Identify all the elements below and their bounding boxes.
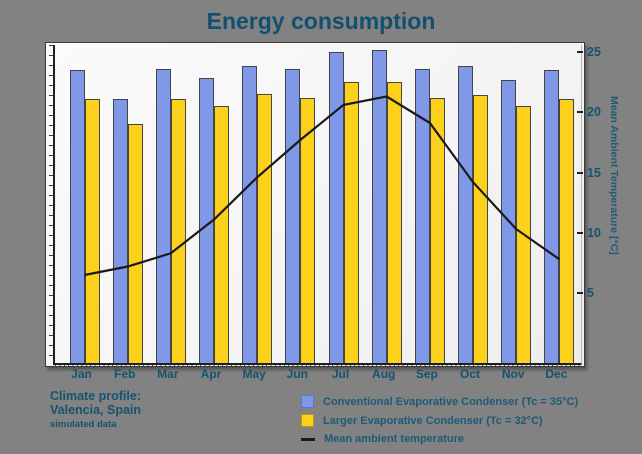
footnote-line2: Valencia, Spain: [50, 403, 142, 418]
yellow-square-swatch-icon: [301, 414, 314, 427]
right-axis-tick-mark: [577, 171, 583, 174]
footnote-line1: Climate profile:: [50, 389, 141, 403]
right-axis-tick-label: 5: [587, 286, 594, 301]
month-label: Jan: [71, 367, 92, 381]
bar: [458, 66, 474, 363]
month-label: Sep: [415, 367, 438, 381]
bar: [257, 94, 273, 363]
black-line-swatch-icon: [301, 437, 315, 441]
right-axis-tick-label: 10: [587, 225, 601, 240]
month-label: Mar: [157, 367, 179, 381]
month-label: Apr: [200, 367, 222, 381]
bottom-axis-minor-ticks: [55, 364, 581, 366]
footnote-line3: simulated data: [50, 418, 117, 430]
legend-item-larger: Larger Evaporative Condenser (Tc = 32°C): [301, 414, 578, 427]
bar: [386, 82, 402, 363]
bar: [242, 66, 258, 363]
bar: [155, 68, 171, 363]
plot-area: [53, 45, 582, 365]
right-axis-tick-mark: [577, 51, 583, 54]
bar: [328, 51, 344, 363]
right-axis-tick-mark: [577, 292, 583, 295]
legend-label: Larger Evaporative Condenser (Tc = 32°C): [323, 414, 543, 427]
month-label: Jul: [331, 367, 350, 381]
month-label: Jun: [286, 367, 309, 381]
month-label: May: [242, 367, 266, 381]
right-axis-tick-label: 15: [587, 165, 601, 180]
month-label: Nov: [501, 367, 525, 381]
legend-item-temperature: Mean ambient temperature: [301, 433, 578, 445]
blue-square-swatch-icon: [301, 395, 314, 408]
bar: [170, 98, 186, 363]
bar: [112, 98, 128, 363]
legend-label: Conventional Evaporative Condenser (Tc =…: [323, 395, 579, 408]
right-axis-tick-label: 25: [587, 45, 601, 60]
bar: [343, 82, 359, 363]
right-axis-tick-mark: [577, 231, 583, 234]
right-axis-tick-mark: [577, 111, 583, 114]
month-label: Aug: [372, 367, 396, 381]
bar: [84, 98, 100, 363]
legend: Conventional Evaporative Condenser (Tc =…: [301, 395, 578, 445]
bar: [300, 97, 316, 363]
climate-footnote: Climate profile: Valencia, Spain simulat…: [50, 389, 141, 431]
month-label: Dec: [545, 367, 568, 381]
bar: [544, 70, 560, 363]
bar: [429, 97, 445, 363]
left-axis-minor-ticks: [49, 45, 53, 363]
month-label: Oct: [460, 367, 481, 381]
month-label: Feb: [113, 367, 136, 381]
bar: [414, 68, 430, 363]
temperature-line: [84, 95, 561, 277]
legend-item-conventional: Conventional Evaporative Condenser (Tc =…: [301, 395, 578, 408]
bar: [214, 106, 229, 363]
bar: [559, 98, 575, 363]
legend-label: Mean ambient temperature: [324, 433, 464, 445]
bar: [69, 70, 85, 363]
right-axis-tick-label: 20: [587, 105, 601, 120]
right-axis-title: Mean Ambient Temperature [°C]: [608, 96, 620, 255]
chart-title: Energy consumption: [206, 8, 436, 34]
bar: [473, 95, 489, 363]
bar: [371, 49, 387, 363]
chart-box: [45, 42, 585, 367]
bar: [127, 124, 143, 363]
